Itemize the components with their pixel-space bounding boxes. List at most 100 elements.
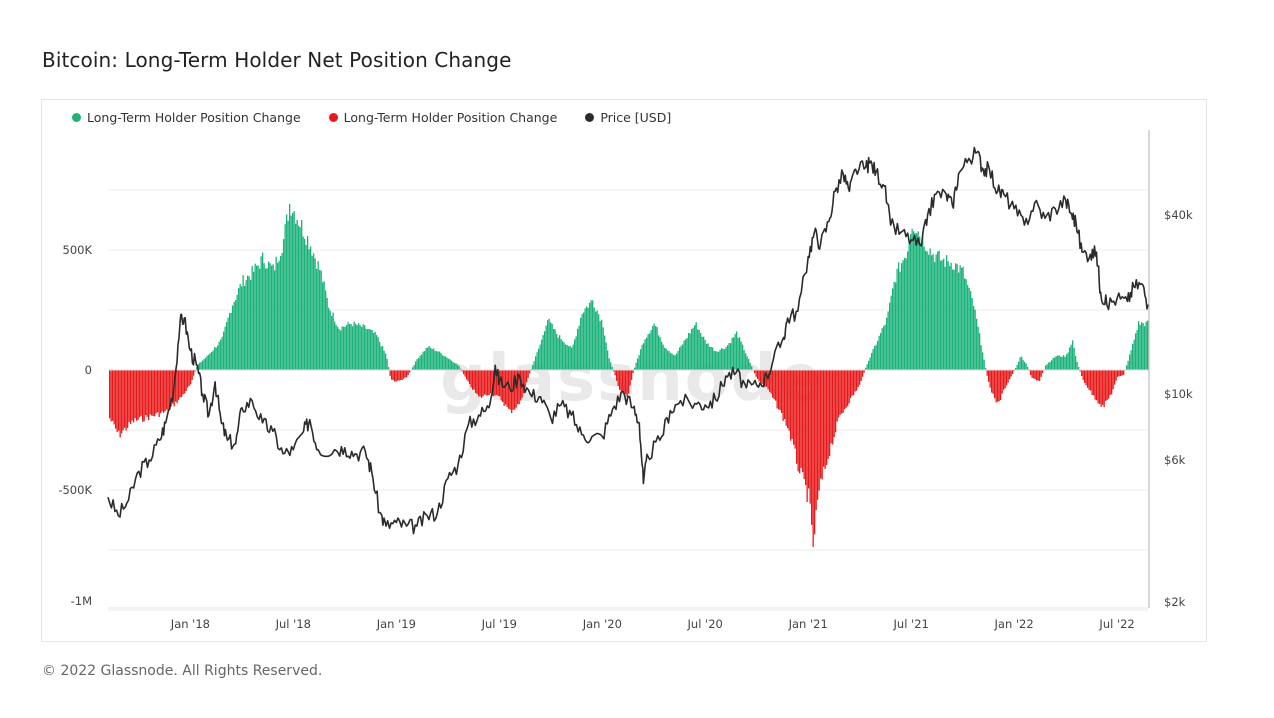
position-change-bar-negative	[853, 370, 855, 396]
position-change-bar-positive	[559, 335, 561, 370]
position-change-bar-negative	[818, 370, 820, 491]
position-change-bar-negative	[1114, 370, 1116, 385]
position-change-bar-positive	[742, 344, 744, 370]
position-change-bar-positive	[971, 298, 973, 370]
position-change-bar-positive	[310, 246, 312, 370]
position-change-bar-positive	[649, 333, 651, 370]
position-change-bar-positive	[317, 261, 319, 370]
position-change-bar-positive	[641, 344, 643, 370]
position-change-bar-negative	[1040, 370, 1042, 377]
position-change-bar-negative	[194, 370, 196, 372]
position-change-bar-positive	[722, 348, 724, 370]
position-change-bar-positive	[376, 335, 378, 370]
chart-panel: Long-Term Holder Position Change Long-Te…	[41, 99, 1207, 642]
position-change-bar-negative	[830, 370, 832, 444]
position-change-bar-positive	[731, 337, 733, 370]
position-change-bar-negative	[139, 370, 141, 418]
position-change-bar-negative	[124, 370, 126, 428]
position-change-bar-positive	[1052, 357, 1054, 370]
position-change-bar-positive	[566, 344, 568, 370]
left-axis-tick-label: -1M	[71, 594, 92, 608]
position-change-bar-negative	[152, 370, 154, 416]
position-change-bar-positive	[1046, 364, 1048, 370]
position-change-bar-positive	[1063, 355, 1065, 370]
position-change-bar-positive	[196, 366, 198, 370]
position-change-bar-positive	[382, 346, 384, 370]
position-change-bar-positive	[386, 358, 388, 370]
position-change-bar-negative	[158, 370, 160, 417]
position-change-bar-positive	[1025, 363, 1027, 370]
position-change-bar-negative	[187, 370, 189, 388]
position-change-bar-negative	[997, 370, 999, 402]
position-change-bar-positive	[364, 325, 366, 370]
x-axis-tick-label: Jul '19	[481, 617, 517, 631]
position-change-bar-positive	[1067, 352, 1069, 370]
position-change-bar-positive	[604, 335, 606, 370]
legend-item-ltph-negative[interactable]: Long-Term Holder Position Change	[328, 110, 557, 125]
right-axis-tick-label: $6k	[1164, 453, 1186, 467]
position-change-bar-positive	[253, 271, 255, 370]
position-change-bar-positive	[1066, 354, 1068, 370]
position-change-bar-positive	[1133, 339, 1135, 370]
position-change-bar-positive	[547, 320, 549, 370]
position-change-bar-positive	[440, 353, 442, 370]
position-change-bar-negative	[487, 370, 489, 396]
position-change-bar-positive	[449, 359, 451, 370]
position-change-bar-positive	[880, 333, 882, 370]
position-change-bar-negative	[619, 370, 621, 390]
position-change-bar-positive	[673, 355, 675, 370]
position-change-bar-positive	[374, 331, 376, 370]
position-change-bar-positive	[866, 364, 868, 370]
position-change-bar-positive	[301, 220, 303, 370]
legend-item-price[interactable]: Price [USD]	[585, 110, 671, 125]
position-change-bar-positive	[655, 326, 657, 370]
position-change-bar-positive	[355, 323, 357, 370]
position-change-bar-positive	[605, 342, 607, 370]
position-change-bar-positive	[575, 336, 577, 370]
left-axis-tick-label: 500K	[63, 243, 93, 257]
position-change-bar-positive	[697, 329, 699, 370]
position-change-bar-positive	[931, 255, 933, 370]
position-change-bar-positive	[199, 362, 201, 370]
position-change-bar-negative	[515, 370, 517, 408]
position-change-bar-positive	[943, 258, 945, 370]
position-change-bar-positive	[536, 352, 538, 370]
position-change-bar-negative	[475, 370, 477, 393]
position-change-bar-positive	[647, 334, 649, 370]
position-change-bar-positive	[958, 272, 960, 370]
position-change-bar-negative	[409, 370, 411, 373]
position-change-bar-positive	[1058, 355, 1060, 370]
position-change-bar-positive	[265, 268, 267, 370]
position-change-bar-positive	[280, 255, 282, 370]
position-change-bar-positive	[431, 349, 433, 370]
position-change-bar-negative	[832, 370, 834, 445]
position-change-bar-positive	[1019, 357, 1021, 370]
position-change-bar-negative	[758, 370, 760, 382]
position-change-bar-positive	[1130, 350, 1132, 370]
position-change-bar-negative	[472, 370, 474, 390]
position-change-bar-negative	[518, 370, 520, 405]
position-change-bar-positive	[977, 326, 979, 370]
position-change-bar-negative	[169, 370, 171, 408]
position-change-bar-positive	[371, 330, 373, 370]
position-change-bar-positive	[691, 329, 693, 370]
position-change-bar-positive	[235, 300, 237, 370]
position-change-bar-positive	[203, 359, 205, 370]
legend-item-ltph-positive[interactable]: Long-Term Holder Position Change	[72, 110, 301, 125]
position-change-bar-positive	[212, 350, 214, 370]
position-change-bar-negative	[182, 370, 184, 395]
position-change-bar-positive	[548, 318, 550, 370]
chart-svg[interactable]: glassnode500K0-500K-1M$40k$10k$6k$2kJan …	[42, 100, 1206, 641]
position-change-bar-negative	[991, 370, 993, 393]
position-change-bar-negative	[397, 370, 399, 381]
position-change-bar-positive	[322, 282, 324, 370]
position-change-bar-positive	[323, 281, 325, 370]
position-change-bar-negative	[391, 370, 393, 380]
position-change-bar-negative	[1112, 370, 1114, 390]
position-change-bar-negative	[110, 370, 112, 422]
position-change-bar-positive	[925, 250, 927, 370]
position-change-bar-positive	[544, 331, 546, 370]
x-axis-tick-label: Jan '21	[788, 617, 828, 631]
position-change-bar-positive	[703, 336, 705, 370]
position-change-bar-negative	[1108, 370, 1110, 399]
